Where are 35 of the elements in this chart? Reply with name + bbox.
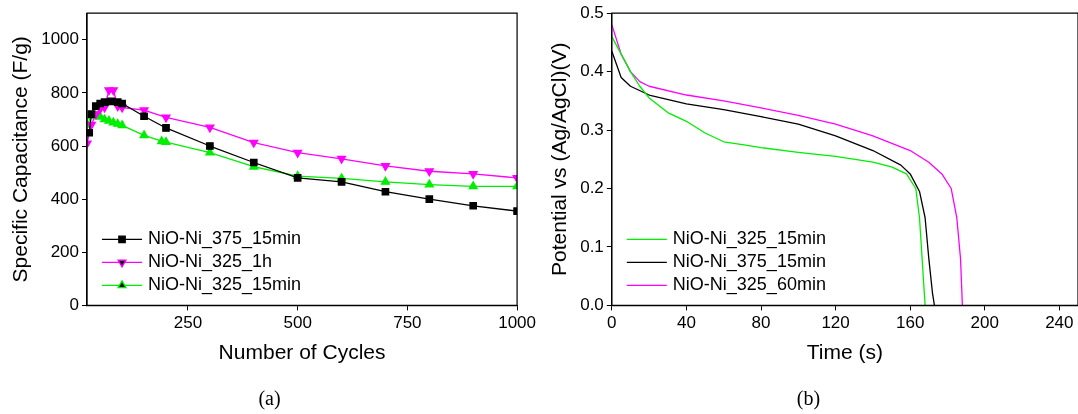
y-tick-label: 0.1	[580, 236, 604, 256]
y-axis-title: Specific Capacitance (F/g)	[8, 36, 32, 283]
legend-label: NiO-Ni_325_60min	[672, 274, 826, 296]
text: (a)	[257, 387, 282, 410]
x-tick-label: 200	[970, 313, 999, 333]
legend-label: NiO-Ni_375_15min	[672, 251, 826, 273]
y-tick-label: 800	[50, 82, 80, 102]
y-tick-label: 0.0	[580, 295, 604, 315]
y-tick-label: 0	[69, 295, 80, 315]
y-tick-label: 0.3	[580, 119, 604, 139]
y-tick-label: 0.4	[580, 61, 604, 81]
y-tick-label: 200	[50, 241, 80, 261]
x-tick-label: 40	[676, 313, 696, 333]
legend-label: NiO-Ni_325_15min	[148, 274, 302, 296]
text: (b)	[795, 387, 822, 410]
x-tick-label: 160	[895, 313, 925, 333]
x-tick-label: 240	[1045, 313, 1074, 333]
y-axis-title: Potential vs (Ag/AgCl)(V)	[547, 42, 571, 277]
x-axis-title: Time (s)	[806, 340, 884, 364]
y-tick-label: 1000	[41, 29, 80, 49]
x-tick-label: 1000	[498, 313, 536, 333]
x-tick-label: 500	[283, 313, 312, 333]
y-tick-label: 400	[50, 188, 80, 208]
x-tick-label: 80	[751, 313, 771, 333]
legend-label: NiO-Ni_325_15min	[672, 228, 826, 250]
x-tick-label: 120	[821, 313, 850, 333]
x-tick-label: 0	[607, 313, 617, 333]
x-tick-label: 250	[173, 313, 203, 333]
legend-label: NiO-Ni_325_1h	[148, 251, 273, 273]
y-tick-label: 600	[50, 135, 80, 155]
y-tick-label: 0.2	[580, 178, 604, 198]
legend-label: NiO-Ni_375_15min	[148, 228, 302, 250]
x-axis-title: Number of Cycles	[218, 340, 386, 364]
x-tick-label: 750	[393, 313, 422, 333]
y-tick-label: 0.5	[580, 2, 604, 22]
